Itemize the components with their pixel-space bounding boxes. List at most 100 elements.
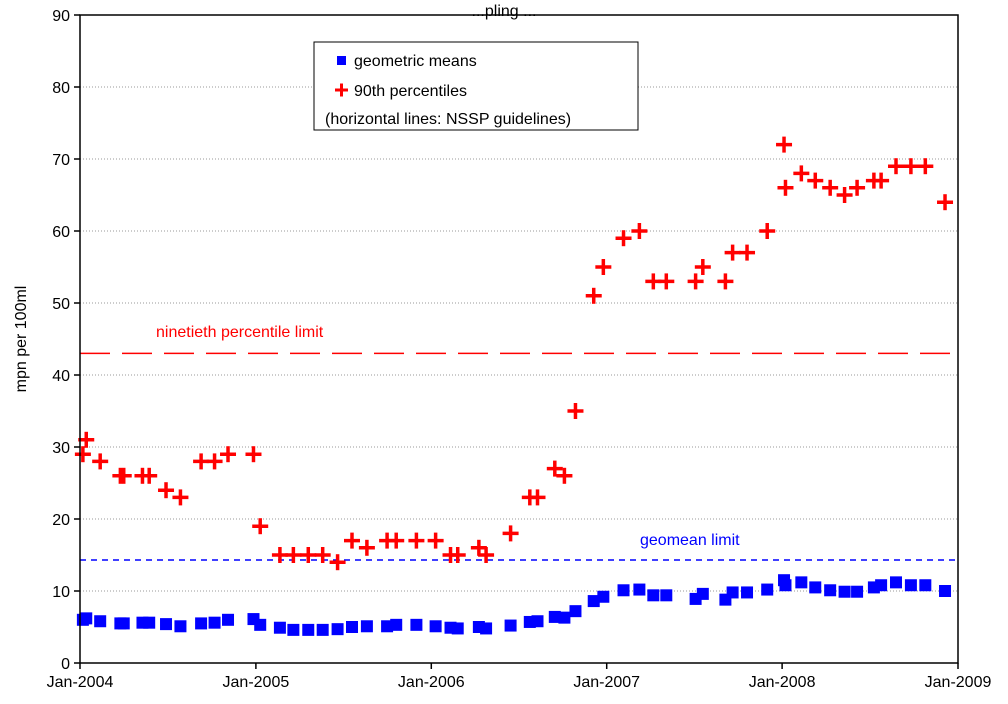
y-tick-label: 70 bbox=[52, 152, 70, 169]
percentile-point bbox=[724, 244, 741, 261]
percentile-point bbox=[902, 158, 919, 175]
percentile-point bbox=[408, 532, 425, 549]
x-tick-label: Jan-2008 bbox=[749, 674, 816, 691]
percentile-point bbox=[615, 230, 632, 247]
percentile-point bbox=[427, 532, 444, 549]
percentiles-series bbox=[74, 136, 954, 571]
percentile-point bbox=[314, 547, 331, 563]
x-axis: Jan-2004 Jan-2005 Jan-2006 Jan-2007 Jan-2008… bbox=[47, 663, 992, 691]
percentile-point bbox=[502, 525, 519, 542]
geometric-mean-point bbox=[160, 618, 173, 631]
percentile-point bbox=[567, 403, 584, 419]
percentile-point bbox=[776, 136, 793, 153]
plot-frame bbox=[79, 14, 959, 664]
x-tick-label: Jan-2009 bbox=[925, 674, 992, 691]
geometric-mean-point bbox=[617, 584, 630, 597]
percentile-point bbox=[300, 547, 317, 563]
percentile-point bbox=[546, 460, 563, 477]
percentile-point bbox=[687, 273, 704, 290]
x-tick-label: Jan-2006 bbox=[398, 674, 465, 691]
geometric-mean-point bbox=[919, 579, 932, 592]
percentile-point bbox=[252, 518, 269, 535]
chart-title: ...pling ... bbox=[472, 3, 537, 20]
geometric-mean-point bbox=[569, 605, 582, 618]
geometric-mean-point bbox=[851, 585, 864, 598]
geometric-mean-point bbox=[904, 579, 917, 592]
geometric-mean-point bbox=[809, 581, 822, 594]
geometric-mean-point bbox=[779, 579, 792, 592]
percentile-point bbox=[793, 165, 810, 182]
geometric-mean-point bbox=[838, 585, 851, 598]
geometric-mean-point bbox=[302, 623, 315, 636]
geometric-mean-point bbox=[597, 590, 610, 603]
geometric-mean-point bbox=[504, 619, 517, 632]
percentile-point bbox=[917, 158, 934, 175]
percentile-point bbox=[271, 547, 288, 563]
geometric-mean-point bbox=[247, 613, 260, 626]
percentile-point bbox=[172, 489, 189, 506]
percentile-point bbox=[158, 482, 175, 499]
percentile-point bbox=[595, 259, 612, 275]
percentile-point bbox=[78, 431, 95, 448]
percentile-point bbox=[141, 467, 158, 484]
geometric-mean-point bbox=[174, 620, 187, 633]
geometric-mean-point bbox=[287, 623, 300, 636]
percentile-point bbox=[836, 187, 853, 203]
percentile-point bbox=[388, 532, 405, 549]
percentile-point bbox=[888, 158, 905, 175]
geometric-mean-point bbox=[660, 589, 673, 602]
percentile-point bbox=[822, 179, 839, 196]
percentile-point bbox=[344, 532, 361, 549]
geometric-mean-point bbox=[208, 616, 221, 629]
percentile-point bbox=[74, 446, 91, 463]
geometric-mean-point bbox=[316, 623, 329, 636]
percentile-point bbox=[556, 467, 573, 484]
percentile-point bbox=[739, 244, 756, 261]
geometric-mean-point bbox=[451, 622, 464, 635]
y-tick-label: 10 bbox=[52, 584, 70, 601]
percentile-point bbox=[807, 172, 824, 189]
percentile-point bbox=[529, 489, 546, 506]
x-tick-label: Jan-2005 bbox=[223, 674, 290, 691]
reference-lines bbox=[80, 352, 958, 561]
percentile-point bbox=[245, 446, 262, 463]
percentile-point bbox=[849, 179, 866, 196]
percentile-point bbox=[220, 446, 237, 463]
y-tick-label: 0 bbox=[61, 656, 70, 673]
geometric-mean-point bbox=[94, 615, 107, 628]
y-tick-label: 90 bbox=[52, 8, 70, 25]
percentile-point bbox=[759, 223, 776, 239]
percentile-point bbox=[449, 547, 466, 563]
percentile-point bbox=[585, 287, 602, 304]
geometric-mean-point bbox=[390, 618, 403, 631]
x-tick-label: Jan-2004 bbox=[47, 674, 114, 691]
geometric-mean-point bbox=[726, 586, 739, 599]
percentile-point bbox=[358, 539, 375, 556]
ninetieth-percentile-limit-label: ninetieth percentile limit bbox=[156, 324, 324, 341]
geometric-mean-point bbox=[331, 623, 344, 636]
geometric-mean-point bbox=[80, 612, 93, 625]
geometric-mean-point bbox=[741, 586, 754, 599]
percentile-point bbox=[937, 194, 954, 211]
geometric-mean-point bbox=[875, 579, 888, 592]
geometric-mean-point bbox=[587, 595, 600, 608]
percentile-point bbox=[115, 467, 132, 484]
legend-entry-geometric-means: geometric means bbox=[354, 53, 477, 70]
percentile-point bbox=[717, 273, 734, 290]
y-axis-title: mpn per 100ml bbox=[13, 286, 30, 393]
legend: geometric means 90th percentiles (horizo… bbox=[313, 41, 639, 131]
y-tick-label: 50 bbox=[52, 296, 70, 313]
geometric-mean-point bbox=[647, 589, 660, 602]
percentile-point bbox=[658, 273, 675, 290]
legend-marker-square-icon bbox=[337, 56, 346, 65]
y-tick-label: 80 bbox=[52, 80, 70, 97]
geometric-mean-point bbox=[346, 621, 359, 633]
geometric-mean-point bbox=[410, 618, 423, 631]
geometric-mean-point bbox=[531, 615, 544, 628]
y-tick-label: 30 bbox=[52, 440, 70, 457]
geometric-mean-point bbox=[254, 618, 267, 631]
y-tick-label: 40 bbox=[52, 368, 70, 385]
geomean-limit-label: geomean limit bbox=[640, 532, 740, 549]
geometric-mean-point bbox=[548, 610, 561, 623]
percentile-point bbox=[777, 179, 794, 196]
